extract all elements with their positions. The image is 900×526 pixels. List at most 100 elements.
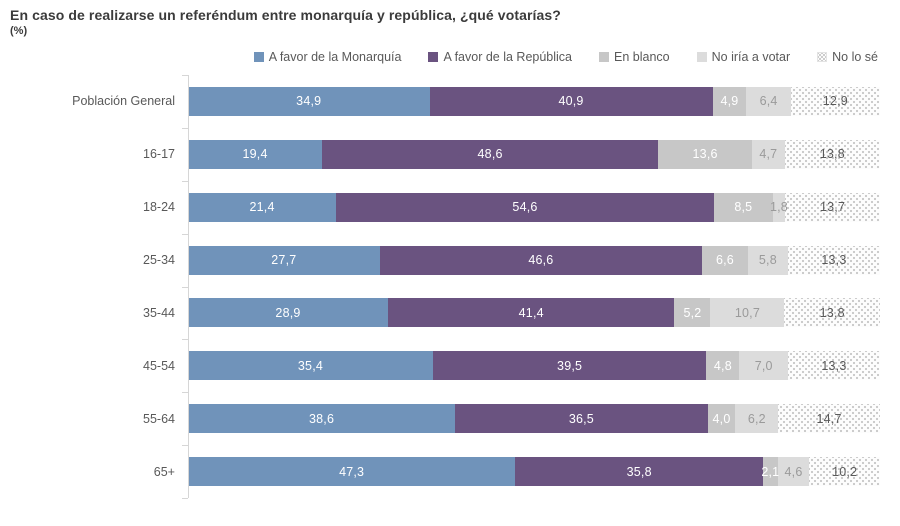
bar-segment-monarquia: 38,6 [188, 404, 456, 434]
axis-tick [182, 286, 188, 288]
bar-segment-no-iria-a-votar: 7,0 [739, 351, 788, 381]
stacked-bar-chart: Población General 34,9 40,9 4,9 6,4 12,9 16-17… [0, 75, 880, 499]
value-label: 13,3 [821, 358, 847, 373]
bar-track: 35,4 39,5 4,8 7,0 13,3 [188, 351, 880, 381]
bar-track: 21,4 54,6 8,5 1,8 13,7 [188, 192, 880, 222]
legend-swatch-no-iria-a-votar [696, 52, 707, 62]
value-label: 4,7 [759, 147, 778, 162]
chart-row: Población General 34,9 40,9 4,9 6,4 12,9 [0, 75, 880, 128]
bar-track: 38,6 36,5 4,0 6,2 14,7 [188, 404, 880, 434]
bar-segment-monarquia: 34,9 [188, 86, 430, 116]
bar-segment-no-lo-se: 14,7 [778, 404, 880, 434]
axis-tick [182, 392, 188, 394]
bar-segment-en-blanco: 4,9 [712, 86, 747, 116]
legend-item-monarquia: A favor de la Monarquía [253, 50, 401, 64]
chart-unit-label: (%) [10, 25, 28, 37]
value-label: 54,6 [512, 200, 538, 215]
legend-label: A favor de la República [443, 50, 573, 64]
legend-swatch-republica [428, 52, 439, 62]
value-label: 40,9 [558, 94, 584, 109]
value-label: 7,0 [754, 358, 773, 373]
bar-segment-no-lo-se: 13,8 [784, 298, 880, 328]
bar-segment-monarquia: 35,4 [188, 351, 433, 381]
category-label: 18-24 [143, 200, 175, 215]
value-label: 10,2 [832, 464, 858, 479]
bar-segment-no-lo-se: 13,3 [787, 245, 880, 275]
value-label: 12,9 [822, 94, 848, 109]
axis-tick [182, 75, 188, 76]
value-label: 14,7 [816, 411, 842, 426]
value-label: 4,9 [720, 94, 739, 109]
value-label: 38,6 [308, 411, 335, 426]
value-label: 6,4 [759, 94, 778, 109]
chart-row: 35-44 28,9 41,4 5,2 10,7 13,8 [0, 287, 880, 340]
axis-tick [182, 233, 188, 235]
bar-segment-no-iria-a-votar: 10,7 [710, 298, 785, 328]
bar-segment-en-blanco: 4,8 [706, 351, 740, 381]
value-label: 13,6 [692, 147, 718, 162]
bar-segment-no-lo-se: 13,8 [784, 139, 880, 169]
legend-label: No iría a votar [711, 50, 791, 64]
bar-segment-no-lo-se: 10,2 [809, 457, 880, 487]
legend-swatch-en-blanco [599, 52, 610, 62]
category-label: 35-44 [143, 305, 175, 320]
bar-segment-republica: 48,6 [322, 139, 659, 169]
bar-segment-monarquia: 21,4 [188, 192, 337, 222]
value-label: 47,3 [339, 464, 365, 479]
y-axis-line [188, 75, 189, 498]
value-label: 4,6 [784, 464, 803, 479]
legend: A favor de la Monarquía A favor de la Rep… [253, 50, 878, 64]
chart-row: 65+ 47,3 35,8 2,1 4,6 10,2 [0, 445, 880, 498]
value-label: 13,7 [820, 200, 846, 215]
value-label: 41,4 [518, 305, 544, 320]
bar-segment-en-blanco: 13,6 [658, 139, 753, 169]
bar-segment-en-blanco: 2,1 [761, 457, 780, 487]
value-label: 4,0 [712, 411, 731, 426]
value-label: 8,5 [734, 200, 753, 215]
bar-segment-republica: 35,8 [515, 457, 764, 487]
value-label: 5,2 [683, 305, 702, 320]
bar-segment-no-lo-se: 12,9 [790, 86, 880, 116]
bar-segment-monarquia: 47,3 [188, 457, 516, 487]
bar-segment-republica: 36,5 [455, 404, 708, 434]
bar-segment-en-blanco: 6,6 [702, 245, 748, 275]
category-label: 25-34 [143, 253, 175, 268]
bar-segment-republica: 46,6 [379, 245, 703, 275]
bar-track: 27,7 46,6 6,6 5,8 13,3 [188, 245, 880, 275]
value-label: 13,8 [819, 147, 845, 162]
value-label: 35,8 [626, 464, 652, 479]
chart-row: 25-34 27,7 46,6 6,6 5,8 13,3 [0, 234, 880, 287]
category-label: 65+ [153, 464, 175, 479]
value-label: 39,5 [557, 358, 583, 373]
value-label: 6,6 [715, 253, 734, 268]
bar-segment-en-blanco: 4,0 [707, 404, 736, 434]
category-label: 55-64 [143, 411, 175, 426]
bar-track: 34,9 40,9 4,9 6,4 12,9 [188, 86, 880, 116]
bar-segment-no-iria-a-votar: 4,6 [777, 457, 810, 487]
bar-segment-monarquia: 28,9 [188, 298, 388, 328]
value-label: 1,8 [769, 200, 788, 215]
bar-segment-en-blanco: 8,5 [713, 192, 773, 222]
value-label: 27,7 [271, 253, 297, 268]
chart-row: 18-24 21,4 54,6 8,5 1,8 13,7 [0, 181, 880, 234]
legend-label: En blanco [614, 50, 670, 64]
bar-segment-no-iria-a-votar: 4,7 [752, 139, 785, 169]
bar-segment-republica: 40,9 [429, 86, 713, 116]
bar-segment-monarquia: 27,7 [188, 245, 380, 275]
value-label: 46,6 [528, 253, 554, 268]
bar-segment-monarquia: 19,4 [188, 139, 323, 169]
category-label: Población General [72, 94, 175, 109]
legend-item-no-lo-se: No lo sé [817, 50, 878, 64]
axis-tick [182, 180, 188, 182]
axis-tick [182, 339, 188, 341]
axis-tick [182, 498, 188, 499]
value-label: 2,1 [761, 464, 780, 479]
chart-title: En caso de realizarse un referéndum entr… [10, 7, 561, 23]
value-label: 19,4 [242, 147, 268, 162]
value-label: 48,6 [477, 147, 503, 162]
legend-item-en-blanco: En blanco [599, 50, 670, 64]
value-label: 21,4 [249, 200, 275, 215]
bar-track: 47,3 35,8 2,1 4,6 10,2 [188, 457, 880, 487]
value-label: 10,7 [734, 305, 761, 320]
